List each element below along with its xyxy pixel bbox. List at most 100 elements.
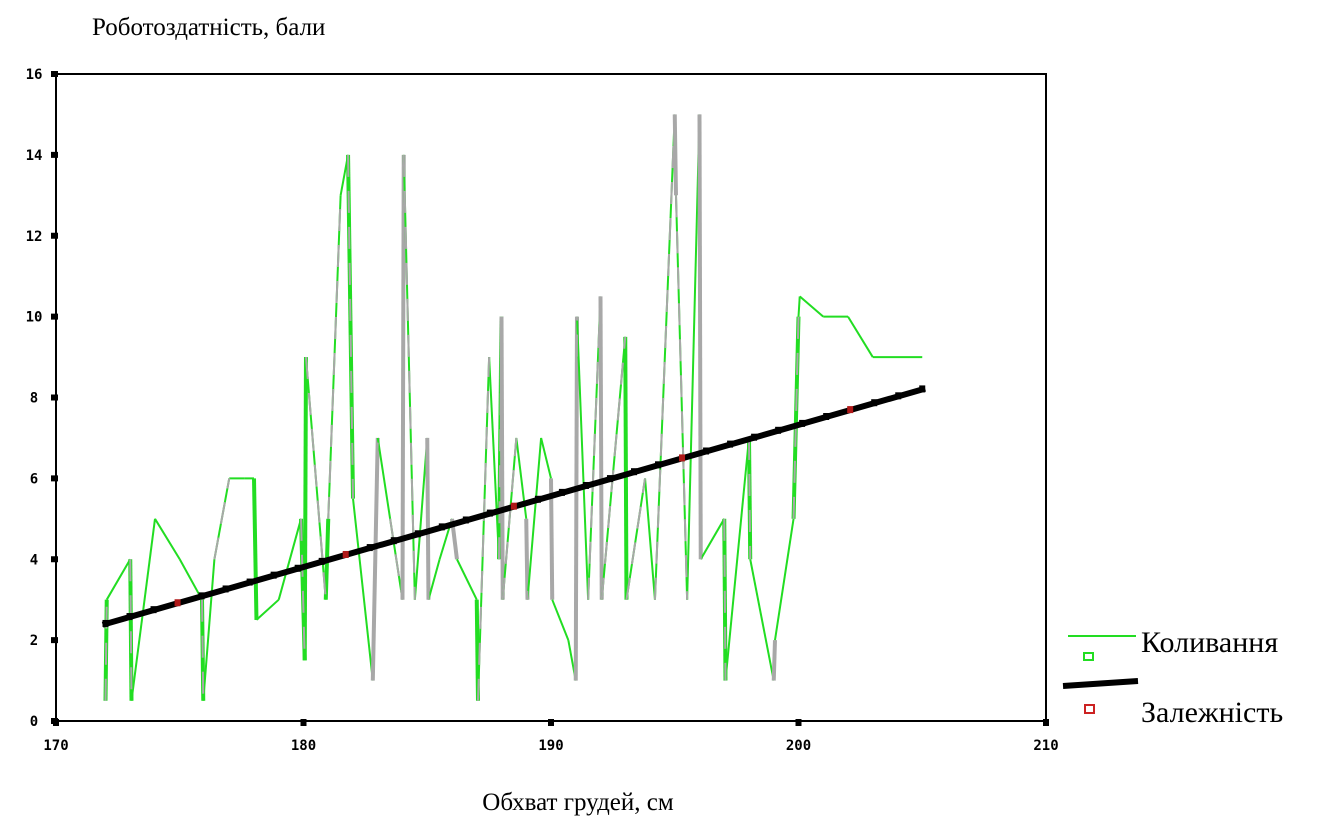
trend-point bbox=[270, 571, 277, 579]
fluctuation-segment bbox=[413, 437, 429, 600]
fluctuation-segment-overlay bbox=[304, 356, 327, 600]
fluctuation-segment bbox=[540, 437, 552, 479]
fluctuation-segment bbox=[598, 296, 604, 600]
legend-marker-trend bbox=[1084, 704, 1095, 714]
x-tick-mark bbox=[548, 719, 554, 726]
y-tick-label: 12 bbox=[26, 229, 43, 245]
trend-point bbox=[751, 433, 758, 441]
fluctuation-segment bbox=[400, 154, 406, 600]
fluctuation-segment-overlay bbox=[653, 114, 676, 600]
x-tick-label: 170 bbox=[43, 738, 68, 754]
trend-point bbox=[294, 564, 301, 572]
x-tick-label: 210 bbox=[1033, 738, 1058, 754]
fluctuation-segment bbox=[526, 437, 543, 600]
fluctuation-segment-overlay bbox=[347, 154, 354, 499]
fluctuation-segment bbox=[352, 498, 374, 681]
fluctuation-segment bbox=[797, 296, 801, 317]
fluctuation-segment bbox=[277, 518, 302, 600]
fluctuation-segment bbox=[252, 478, 259, 620]
fluctuation-segment-overlay bbox=[389, 518, 404, 600]
fluctuation-segment bbox=[623, 336, 629, 600]
fluctuation-segment-overlay bbox=[201, 599, 205, 701]
x-tick-mark bbox=[300, 719, 307, 726]
legend-label-fluctuation: Коливання bbox=[1141, 626, 1278, 659]
legend-label-trend: Залежність bbox=[1141, 696, 1283, 729]
fluctuation-segment-overlay bbox=[574, 316, 578, 681]
legend-marker-fluctuation bbox=[1083, 652, 1094, 661]
trend-point bbox=[558, 488, 565, 496]
fluctuation-segment bbox=[686, 114, 701, 600]
trend-point bbox=[655, 461, 662, 469]
fluctuation-segment bbox=[202, 559, 216, 701]
trend-point bbox=[703, 447, 710, 455]
trend-point bbox=[342, 550, 349, 558]
trend-point bbox=[414, 530, 421, 538]
trend-point bbox=[318, 557, 325, 565]
trend-point bbox=[174, 599, 181, 607]
x-tick-mark bbox=[1043, 719, 1049, 726]
trend-point bbox=[534, 495, 541, 503]
x-axis-ticks: 170 180 190 200 210 bbox=[43, 719, 1059, 754]
trend-point bbox=[727, 440, 734, 448]
fluctuation-segment-overlay bbox=[498, 316, 503, 560]
fluctuation-segment bbox=[791, 316, 801, 519]
fluctuation-segment bbox=[130, 518, 156, 701]
fluctuation-segment bbox=[105, 558, 132, 601]
trend-point bbox=[606, 475, 613, 483]
y-tick-mark bbox=[51, 394, 58, 401]
fluctuation-segment bbox=[575, 316, 590, 600]
fluctuation-segment bbox=[644, 478, 656, 600]
y-axis-label: Роботоздатність, бали bbox=[92, 14, 325, 41]
fluctuation-segment-overlay bbox=[748, 437, 752, 560]
legend-line-trend bbox=[1062, 678, 1139, 689]
y-tick-mark bbox=[51, 151, 58, 158]
y-tick-mark bbox=[51, 475, 58, 482]
legend: Коливання Залежність bbox=[1062, 626, 1283, 729]
trend-point bbox=[679, 454, 686, 462]
trend-point bbox=[438, 523, 445, 531]
y-tick-mark bbox=[51, 313, 58, 320]
trend-point bbox=[895, 392, 902, 400]
trend-point bbox=[198, 592, 205, 600]
y-tick-label: 6 bbox=[30, 471, 38, 487]
fluctuation-segment bbox=[427, 558, 441, 600]
fluctuation-segment bbox=[551, 599, 570, 641]
fluctuation-segment bbox=[302, 357, 308, 661]
series-layer bbox=[101, 114, 926, 701]
trend-point bbox=[222, 585, 229, 593]
fluctuation-segment bbox=[749, 559, 775, 681]
x-tick-label: 190 bbox=[538, 738, 563, 754]
fluctuation-segment bbox=[771, 640, 777, 681]
trend-point bbox=[126, 613, 133, 621]
fluctuation-segment-overlay bbox=[698, 114, 702, 560]
y-tick-label: 2 bbox=[30, 633, 38, 649]
fluctuation-segment-overlay bbox=[402, 154, 416, 600]
fluctuation-segment-overlay bbox=[129, 559, 133, 701]
y-tick-label: 0 bbox=[30, 714, 38, 730]
trend-point bbox=[150, 606, 157, 614]
fluctuation-segment-overlay bbox=[600, 336, 627, 600]
trend-point bbox=[630, 468, 637, 476]
fluctuation-segment bbox=[154, 518, 181, 560]
fluctuation-segment-overlay bbox=[476, 357, 491, 701]
fluctuation-segment-overlay bbox=[300, 518, 306, 661]
fluctuation-segment-overlay bbox=[674, 195, 689, 600]
fluctuation-segment bbox=[255, 598, 280, 621]
fluctuation-segment bbox=[699, 518, 726, 560]
trend-point bbox=[510, 502, 517, 510]
fluctuation-segment-overlay bbox=[104, 599, 108, 701]
x-tick-label: 180 bbox=[291, 738, 316, 754]
y-tick-label: 10 bbox=[26, 310, 43, 326]
trend-point bbox=[775, 426, 782, 434]
fluctuation-segment-overlay bbox=[625, 478, 647, 600]
fluctuation-segment bbox=[773, 518, 795, 641]
y-tick-mark bbox=[51, 232, 58, 239]
trend-point bbox=[847, 406, 854, 414]
trend-point bbox=[462, 516, 469, 524]
trend-point bbox=[823, 413, 830, 421]
y-tick-mark bbox=[51, 556, 58, 563]
fluctuation-segment-overlay bbox=[426, 437, 430, 600]
trend-point bbox=[486, 509, 493, 517]
fluctuation-segment bbox=[847, 316, 874, 358]
